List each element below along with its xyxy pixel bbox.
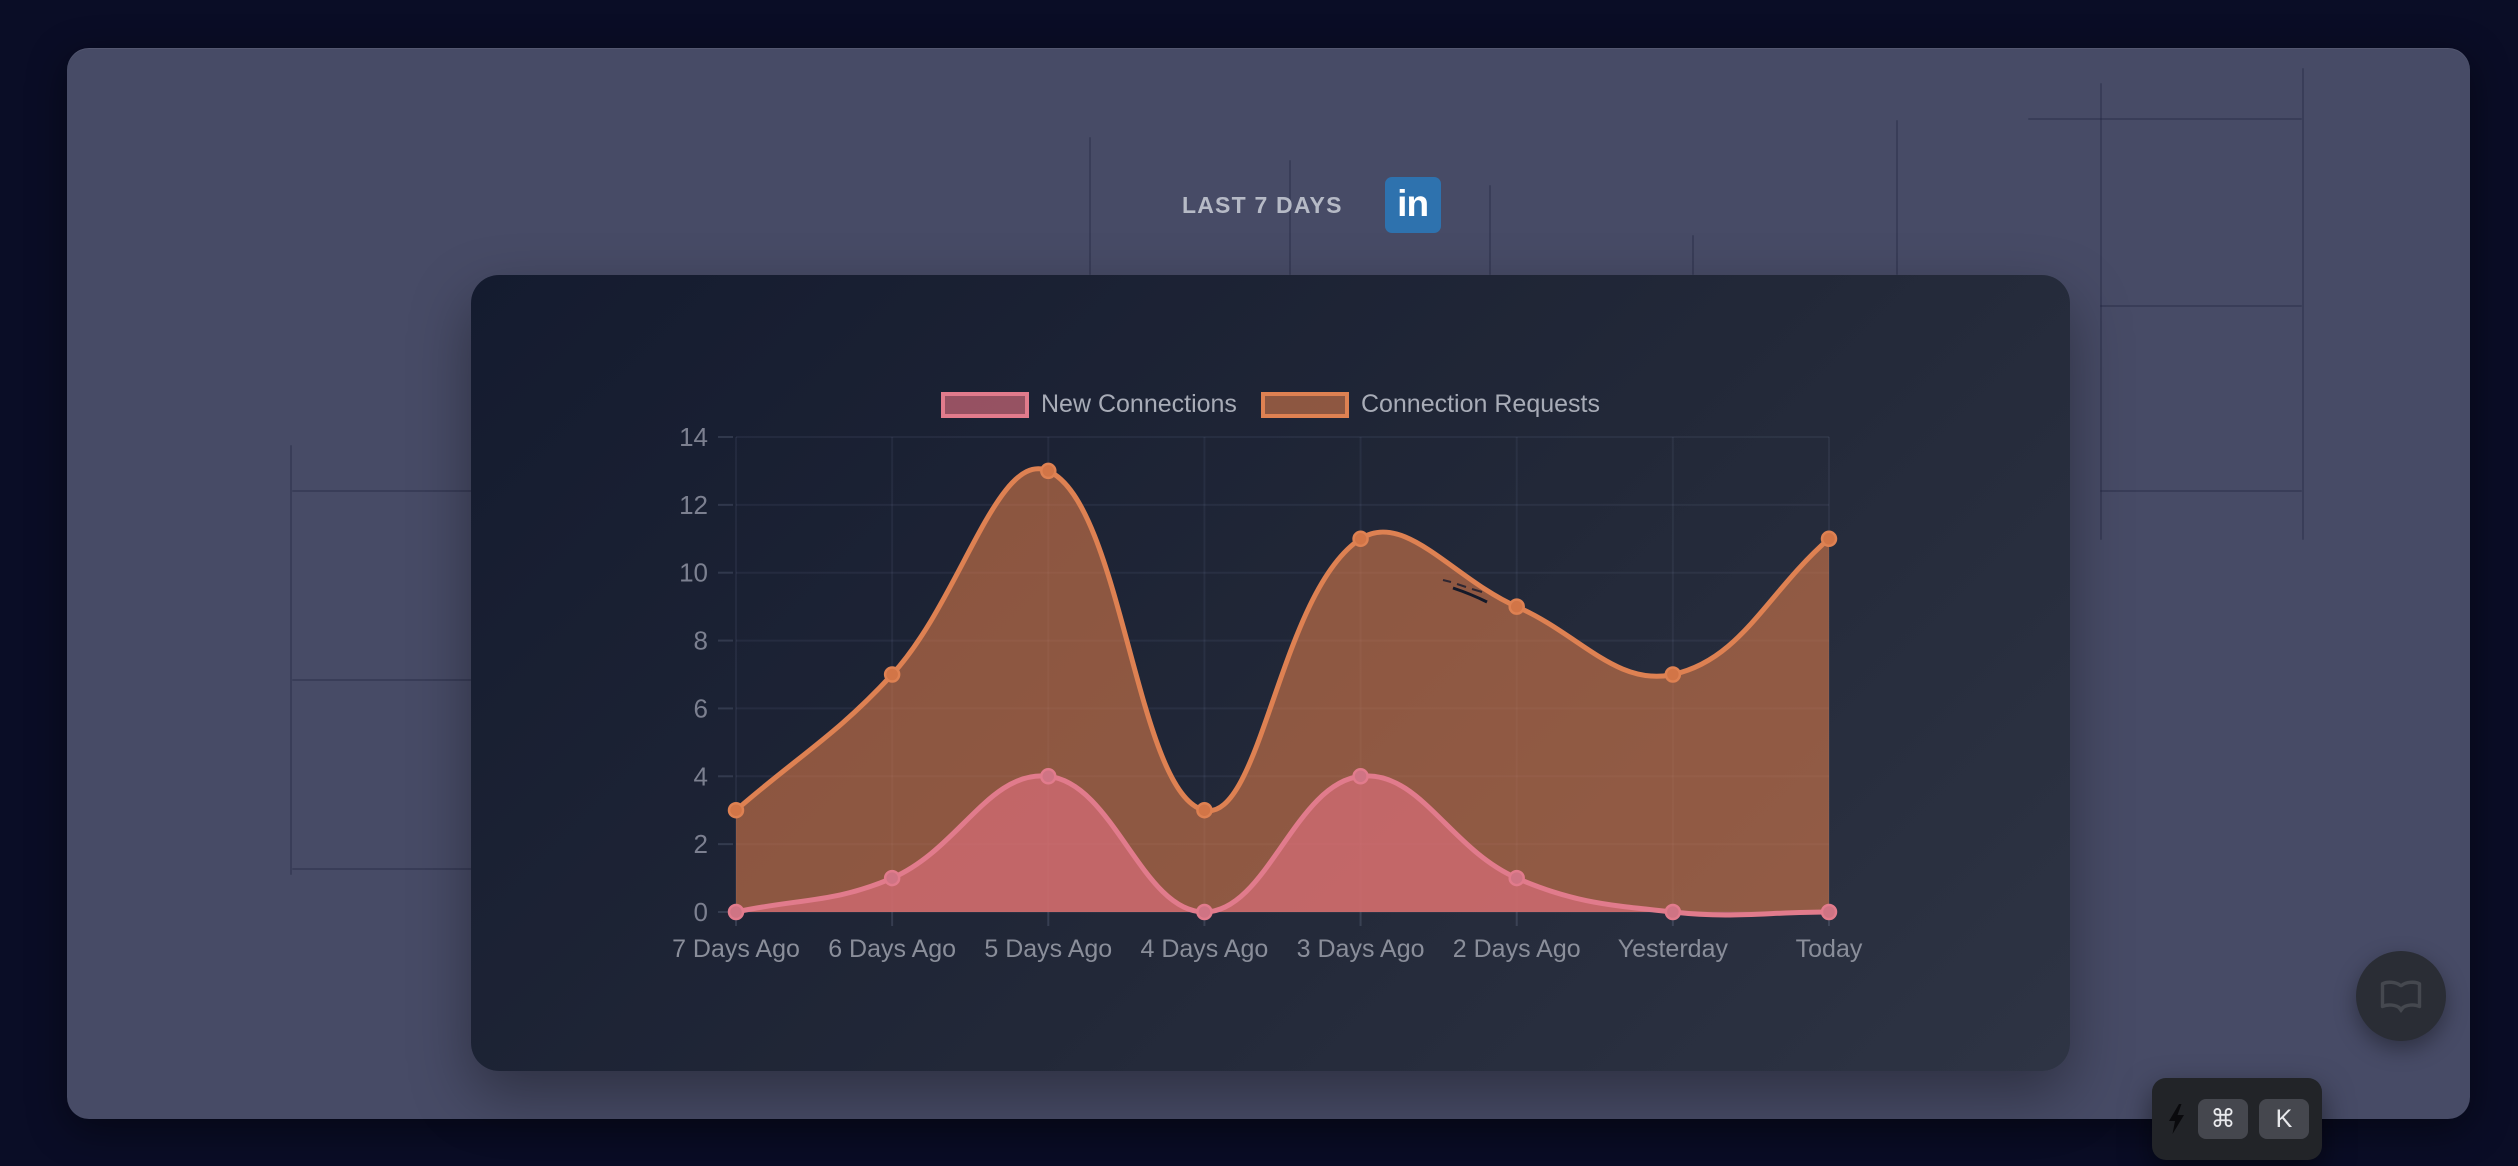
chart-canvas[interactable]: 0 2 4 6 8 10 12 14 7 Days Ago 6 Days Ago 5 Days Ag… (471, 275, 2070, 1071)
legend-swatch-new-connections (941, 391, 1029, 418)
linkedin-icon: in (1384, 177, 1441, 233)
command-keycap: ⌘ (2198, 1099, 2248, 1139)
data-point[interactable] (1196, 903, 1213, 921)
decor-line (292, 868, 472, 870)
y-axis-label: 12 (679, 490, 708, 520)
decor-line (2302, 68, 2304, 540)
legend-label: New Connections (1041, 390, 1237, 418)
x-axis-label: 3 Days Ago (1297, 935, 1425, 963)
k-keycap: K (2259, 1099, 2309, 1139)
legend-label: Connection Requests (1360, 390, 1600, 418)
y-axis-label: 4 (694, 761, 708, 791)
decor-line (292, 490, 472, 492)
decor-line (2100, 305, 2302, 307)
data-point[interactable] (883, 869, 901, 887)
series-line-connection-requests (733, 466, 1832, 813)
x-axis-label: 7 Days Ago (672, 935, 800, 963)
x-axis-label: 6 Days Ago (828, 935, 956, 963)
data-point[interactable] (1820, 530, 1838, 548)
decor-line (292, 679, 472, 681)
x-axis-label: 5 Days Ago (984, 935, 1112, 963)
data-point[interactable] (883, 666, 901, 683)
legend-item-new-connections[interactable]: New Connections (941, 390, 1237, 419)
data-point[interactable] (727, 903, 745, 921)
lightning-icon (2169, 1104, 2184, 1134)
legend-item-connection-requests[interactable]: Connection Requests (1260, 390, 1600, 419)
help-book-button[interactable] (2356, 951, 2446, 1041)
decor-line (1692, 235, 1694, 275)
data-point[interactable] (1196, 801, 1213, 819)
decor-line (1896, 120, 1898, 275)
data-point[interactable] (1508, 869, 1525, 887)
data-point[interactable] (727, 801, 745, 819)
decor-line (1489, 185, 1491, 275)
x-axis-label: 2 Days Ago (1453, 935, 1581, 963)
decor-line (290, 445, 292, 875)
page-title: LAST 7 DAYS (1182, 191, 1343, 218)
x-axis-label: Yesterday (1618, 935, 1729, 963)
data-point[interactable] (1352, 530, 1369, 548)
chart-legend: New Connections Connection Requests (471, 390, 2070, 419)
pen-scribble (1442, 579, 1488, 604)
y-axis-label: 14 (679, 422, 708, 452)
decor-line (1089, 137, 1091, 275)
data-point[interactable] (1664, 666, 1682, 683)
chart-header: LAST 7 DAYS in (1182, 177, 1441, 233)
linkedin-glyph: in (1397, 182, 1429, 224)
y-axis-label: 6 (694, 693, 708, 723)
decor-line (2100, 490, 2302, 492)
x-axis-label: 4 Days Ago (1140, 935, 1268, 963)
data-point[interactable] (1040, 768, 1057, 785)
y-axis-label: 2 (694, 829, 708, 859)
data-point[interactable] (1508, 598, 1525, 615)
y-axis-label: 10 (679, 558, 708, 588)
decor-line (2100, 83, 2102, 540)
legend-swatch-connection-requests (1260, 391, 1349, 418)
data-point[interactable] (1040, 462, 1057, 480)
y-axis-label: 8 (694, 626, 708, 656)
y-axis-label: 0 (694, 897, 708, 927)
data-point[interactable] (1664, 903, 1682, 921)
data-point[interactable] (1352, 768, 1369, 785)
chart-panel: New Connections Connection Requests 0 2 4 6… (471, 275, 2070, 1071)
command-palette-shortcut[interactable]: ⌘ K (2152, 1078, 2322, 1160)
x-axis-label: Today (1796, 935, 1863, 963)
series-line-new-connections (733, 773, 1832, 918)
decor-line (2028, 118, 2302, 120)
data-point[interactable] (1820, 903, 1838, 921)
decor-line (1289, 160, 1291, 275)
open-book-icon (2380, 980, 2422, 1013)
